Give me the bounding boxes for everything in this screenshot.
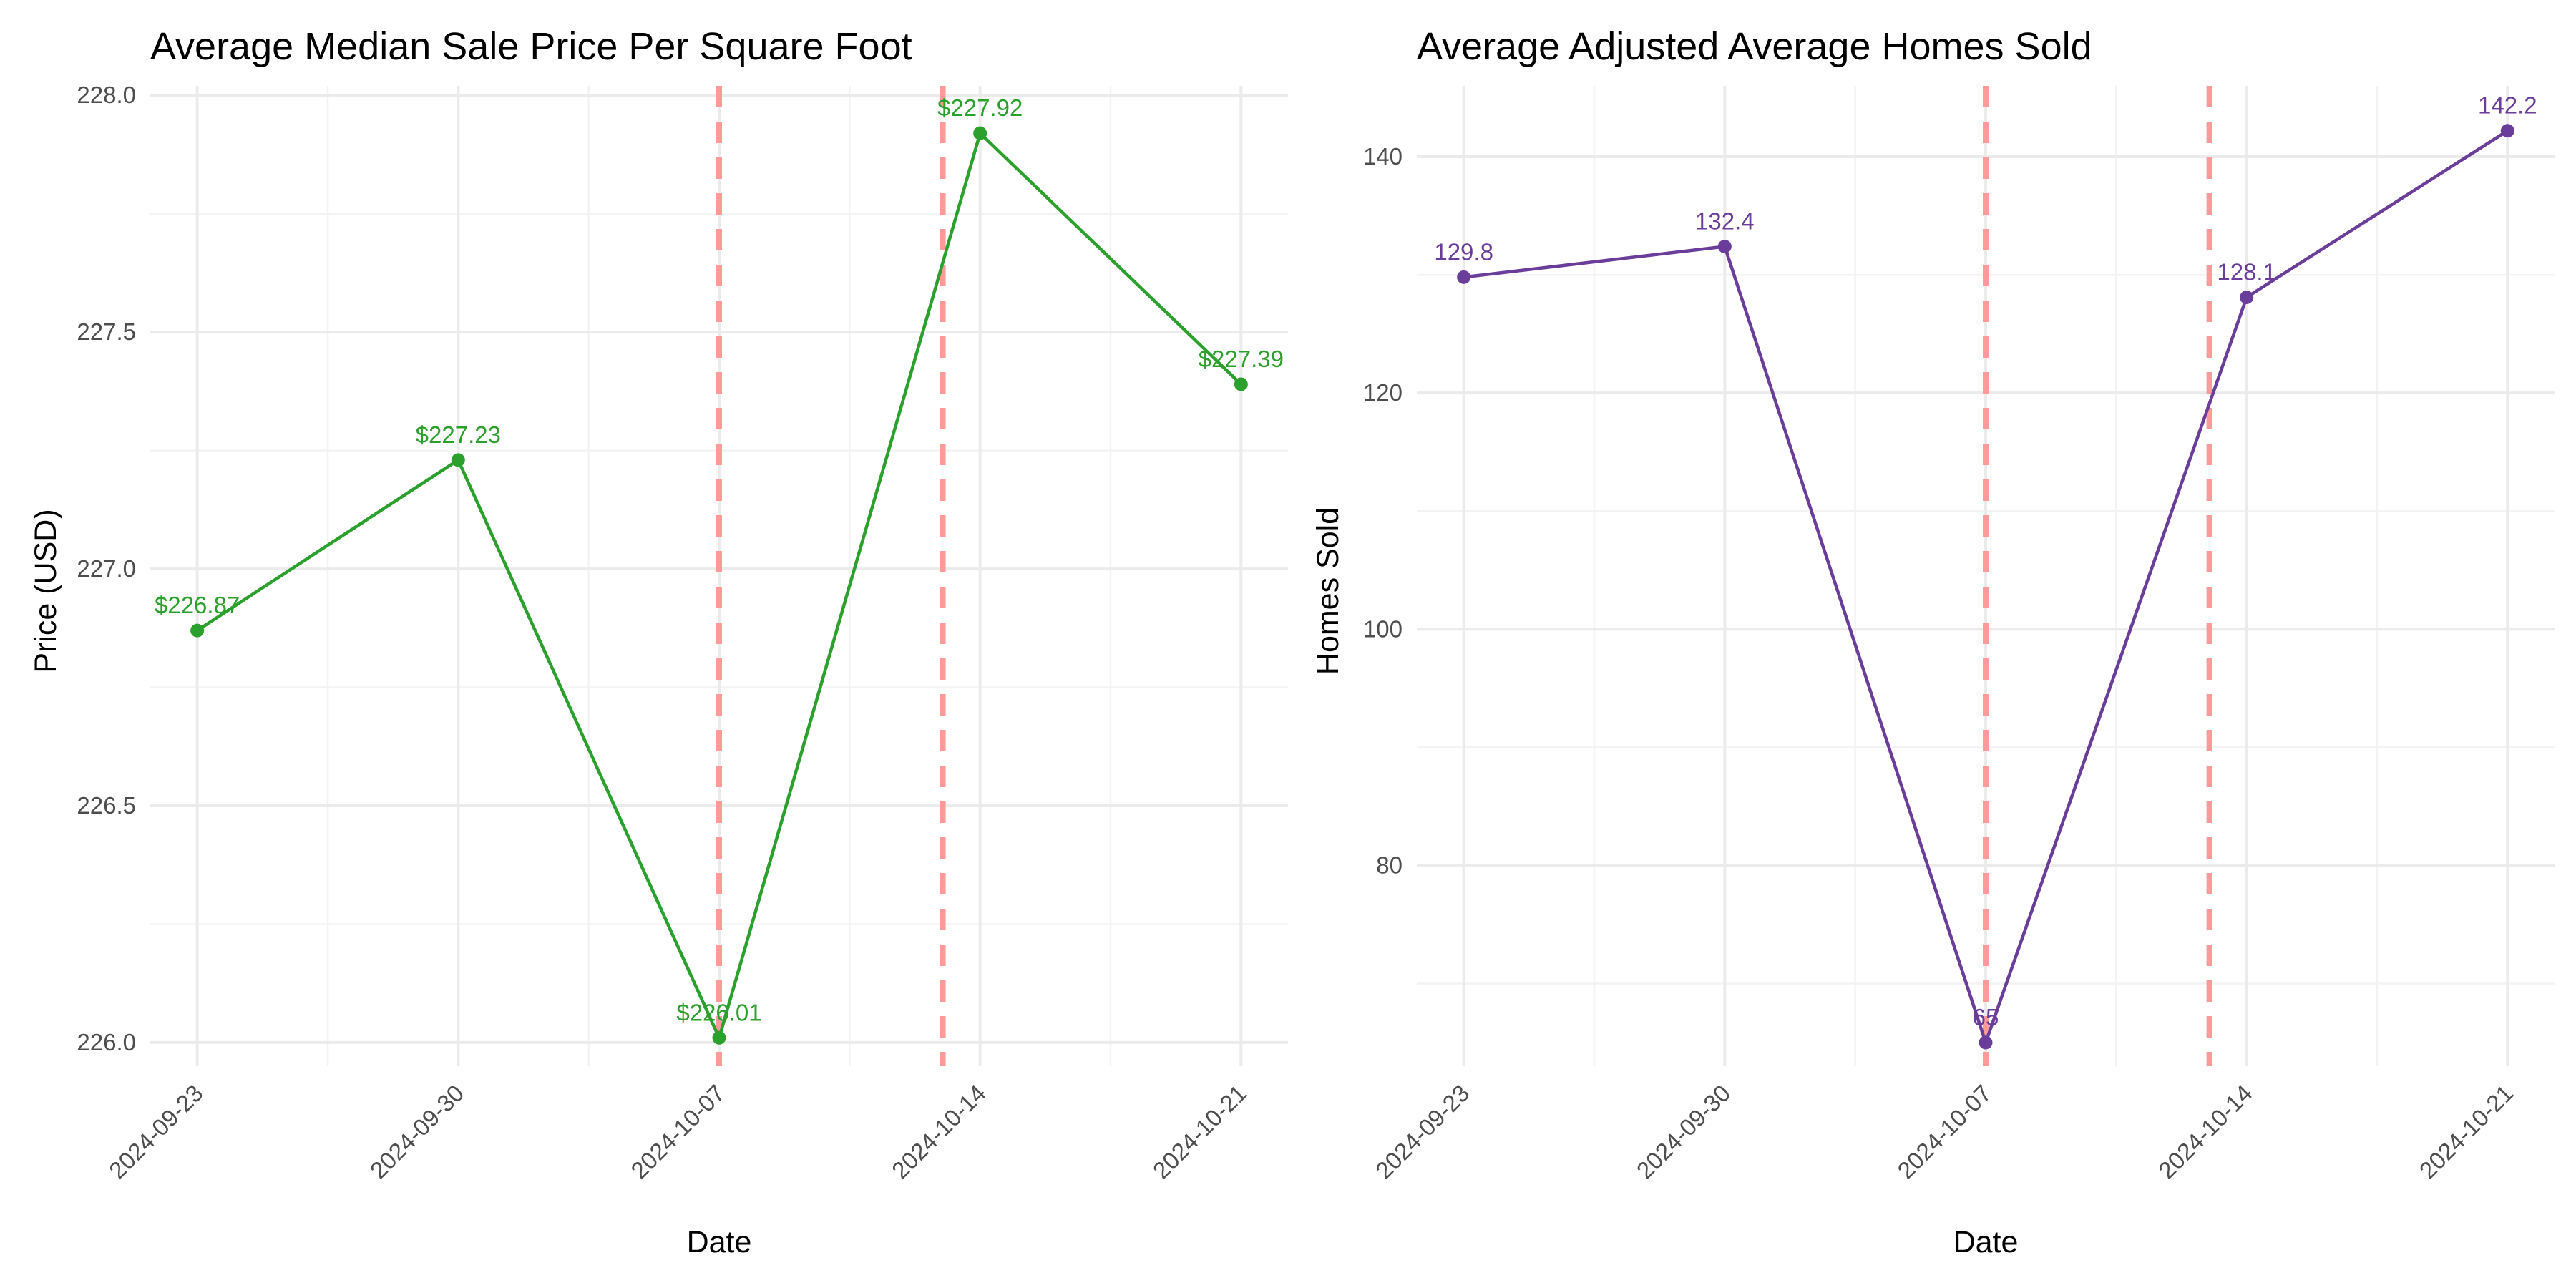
x-tick-label: 2024-10-21: [1148, 1080, 1252, 1184]
data-label: $226.87: [155, 592, 240, 618]
x-tick-label: 2024-09-30: [365, 1080, 469, 1184]
data-label: $226.01: [676, 999, 761, 1025]
x-tick-label: 2024-09-30: [1631, 1080, 1736, 1184]
data-point: [712, 1030, 726, 1045]
x-tick-label: 2024-10-14: [887, 1080, 991, 1184]
data-label: 142.2: [2478, 92, 2537, 119]
x-tick-label: 2024-10-14: [2153, 1080, 2258, 1184]
x-tick-label: 2024-09-23: [1370, 1080, 1475, 1184]
data-label: 129.8: [1434, 238, 1493, 265]
y-tick-label: 100: [1363, 615, 1402, 642]
y-tick-label: 227.0: [77, 555, 136, 582]
x-axis-title: Date: [687, 1225, 752, 1259]
data-label: 128.1: [2217, 258, 2276, 285]
y-axis-title: Price (USD): [29, 509, 63, 673]
panel-price: Average Median Sale Price Per Square Foo…: [29, 25, 1288, 1259]
x-tick-label: 2024-10-07: [1892, 1080, 1996, 1184]
x-tick-label: 2024-10-21: [2414, 1080, 2519, 1184]
data-point: [2240, 290, 2254, 304]
data-point: [451, 453, 465, 467]
data-label: $227.23: [416, 421, 501, 448]
data-label: 65: [1973, 1004, 1999, 1030]
data-label: $227.39: [1199, 346, 1284, 372]
x-tick-label: 2024-09-23: [104, 1080, 208, 1184]
data-point: [1457, 270, 1471, 284]
data-point: [1717, 239, 1732, 253]
plot-area: 80 100 120 140 2024-09-23 2024-09-30 2024-10-0…: [1363, 86, 2555, 1184]
y-tick-label: 226.0: [77, 1029, 136, 1055]
y-tick-label: 140: [1363, 143, 1402, 170]
y-axis-title: Homes Sold: [1311, 507, 1345, 675]
panel-homes: Average Adjusted Average Homes Sold Date…: [1311, 25, 2555, 1259]
data-point: [2500, 124, 2514, 138]
data-point: [1979, 1035, 1993, 1050]
y-tick-label: 226.5: [77, 792, 136, 819]
data-label: 132.4: [1695, 208, 1755, 234]
x-axis-title: Date: [1953, 1225, 2019, 1259]
y-tick-label: 80: [1376, 852, 1402, 878]
chart-title: Average Median Sale Price Per Square Foo…: [150, 25, 912, 68]
data-label: $227.92: [937, 94, 1023, 121]
data-point: [190, 623, 205, 638]
data-point: [1234, 377, 1248, 391]
plot-area: 226.0 226.5 227.0 227.5 228.0 2024-09-23 2024-…: [77, 82, 1288, 1184]
y-tick-label: 120: [1363, 379, 1402, 406]
data-point: [973, 126, 987, 140]
chart-title: Average Adjusted Average Homes Sold: [1417, 25, 2092, 68]
y-tick-label: 228.0: [77, 82, 136, 108]
y-tick-label: 227.5: [77, 318, 136, 345]
x-tick-label: 2024-10-07: [625, 1080, 730, 1184]
